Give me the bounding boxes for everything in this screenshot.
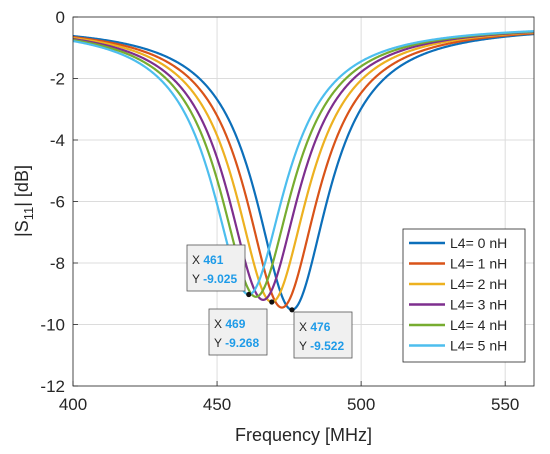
legend-label: L4= 3 nH (450, 297, 507, 313)
series-lines (72, 30, 535, 311)
y-axis-title: |S11| [dB] (12, 165, 36, 237)
legend-label: L4= 0 nH (450, 235, 507, 251)
series-line-5 (72, 30, 535, 296)
y-tick-label: -10 (40, 316, 65, 335)
datatip-y-line: Y -9.268 (214, 336, 259, 350)
x-tick-label: 450 (203, 395, 231, 414)
datatip-marker (289, 307, 295, 313)
datatips: X 461 Y -9.025 X 469 Y -9.268 X 476 Y -9.522 (186, 244, 353, 359)
legend-label: L4= 4 nH (450, 317, 507, 333)
datatip-x-line: X 469 (214, 317, 246, 331)
tick-labels: 400 450 500 550 0 -2 -4 -6 -8 -10 -12 (40, 8, 519, 414)
datatip-y-line: Y -9.522 (299, 339, 344, 353)
x-tick-label: 550 (491, 395, 519, 414)
x-tick-label: 500 (347, 395, 375, 414)
x-axis-title: Frequency [MHz] (235, 425, 372, 445)
series-line-1 (72, 32, 535, 309)
legend-label: L4= 5 nH (450, 338, 507, 354)
series-line-2 (72, 31, 535, 304)
series-line-0 (72, 32, 535, 311)
y-tick-label: -6 (50, 193, 65, 212)
datatip-x-line: X 476 (299, 320, 331, 334)
datatip-box (208, 308, 268, 356)
y-tick-label: -2 (50, 70, 65, 89)
legend: L4= 0 nH L4= 1 nH L4= 2 nH L4= 3 nH L4= 4 nH… (402, 228, 526, 363)
x-tick-label: 400 (59, 395, 87, 414)
y-tick-label: -4 (50, 131, 65, 150)
y-axis-title-main: |S (12, 220, 32, 237)
y-tick-label: -8 (50, 254, 65, 273)
datatip-x-line: X 461 (192, 253, 224, 267)
legend-label: L4= 1 nH (450, 256, 507, 272)
datatip-marker (246, 291, 252, 298)
y-axis-title-end: | [dB] (12, 165, 32, 207)
datatip-marker (269, 299, 275, 305)
datatip-box (293, 311, 353, 359)
y-tick-label: 0 (56, 8, 65, 27)
legend-label: L4= 2 nH (450, 276, 507, 292)
datatip-y-line: Y -9.025 (192, 272, 237, 286)
datatip-box (186, 244, 246, 292)
y-tick-label: -12 (40, 377, 65, 396)
y-axis-title-subscript: 11 (21, 207, 36, 221)
legend-box (402, 228, 526, 363)
